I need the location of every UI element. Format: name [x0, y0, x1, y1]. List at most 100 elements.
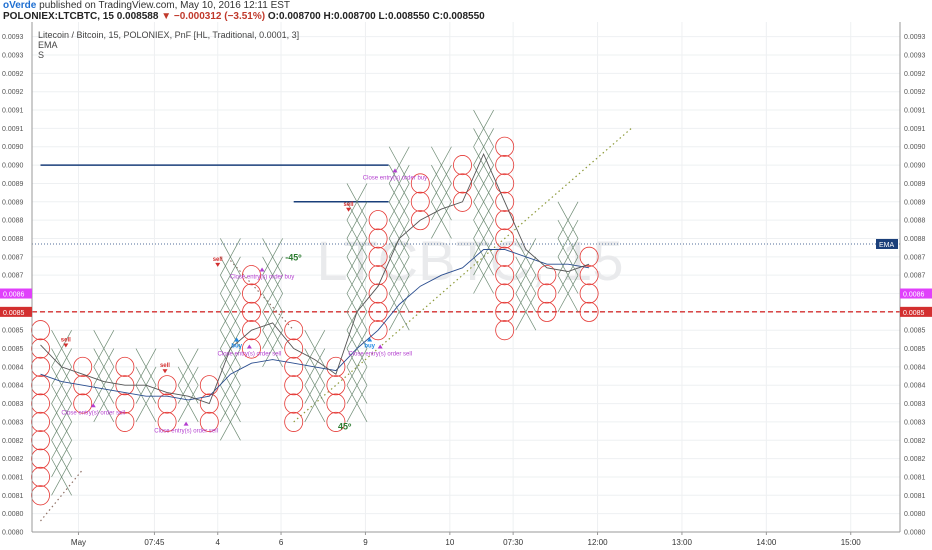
- o-box: [284, 393, 304, 414]
- o-box: [495, 136, 515, 157]
- x-box: [388, 256, 410, 294]
- close-value: C:0.008550: [432, 11, 485, 22]
- x-box: [431, 146, 452, 184]
- chart-legend: Litecoin / Bitcoin, 15, POLONIEX, PnF [H…: [38, 30, 299, 60]
- y-tick-label-left: 0.0081: [2, 474, 24, 481]
- y-tick-label-left: 0.0087: [2, 254, 24, 261]
- x-box: [304, 366, 326, 404]
- o-box: [284, 356, 304, 377]
- o-box: [31, 411, 50, 432]
- y-tick-label-right: 0.0083: [904, 419, 926, 426]
- low-value: L:0.008550: [378, 11, 430, 22]
- x-box: [346, 219, 368, 257]
- y-tick-label-left: 0.0080: [2, 530, 24, 537]
- o-box: [31, 393, 50, 414]
- x-box: [515, 256, 537, 294]
- buy-signal-label: buy: [364, 344, 375, 350]
- x-box: [346, 183, 368, 221]
- x-box: [220, 256, 241, 294]
- sell-arrow-icon: [346, 207, 352, 212]
- x-box: [93, 366, 115, 404]
- y-tick-label-right: 0.0085: [904, 346, 926, 353]
- legend-title[interactable]: Litecoin / Bitcoin, 15, POLONIEX, PnF [H…: [38, 30, 300, 40]
- o-box: [73, 375, 93, 396]
- symbol-label[interactable]: POLONIEX:LTCBTC, 15: [3, 11, 114, 22]
- y-tick-label-left: 0.0089: [2, 199, 24, 206]
- o-box: [115, 411, 135, 432]
- sell-signal-label: sell: [160, 363, 170, 369]
- x-box: [262, 256, 283, 294]
- o-box: [410, 173, 430, 194]
- badge-left: 0.0086: [3, 292, 25, 299]
- o-box: [495, 265, 515, 286]
- x-tick-label: 6: [279, 538, 284, 547]
- x-box: [220, 348, 241, 386]
- x-box: [93, 330, 115, 368]
- trendline-up-small: [40, 469, 84, 522]
- sell-signal-label: sell: [213, 257, 223, 263]
- x-box: [346, 274, 368, 313]
- x-box: [557, 219, 579, 257]
- x-box: [262, 238, 283, 276]
- sell-arrow-icon: [63, 343, 69, 348]
- o-box: [368, 283, 388, 304]
- sell-signal-label: sell: [344, 202, 354, 208]
- x-tick-label: 13:00: [672, 538, 693, 547]
- x-box: [557, 201, 579, 239]
- o-box: [537, 283, 557, 304]
- y-tick-label-left: 0.0085: [2, 328, 24, 335]
- y-tick-label-right: 0.0088: [904, 236, 926, 243]
- o-box: [453, 173, 472, 194]
- x-tick-label: May: [71, 538, 86, 547]
- o-box: [579, 301, 599, 322]
- o-box: [368, 265, 388, 286]
- plot-background: [32, 22, 900, 532]
- badge-right-bg: [900, 288, 932, 299]
- close-signal-label: Close entry(s) order sell: [348, 352, 412, 358]
- o-box: [242, 338, 261, 359]
- horizontal-lines: [40, 164, 389, 203]
- x-box: [51, 421, 72, 459]
- y-tick-label-left: 0.0091: [2, 126, 24, 133]
- o-box: [199, 375, 219, 396]
- y-tick-label-right: 0.0092: [904, 71, 926, 78]
- legend-ema[interactable]: EMA: [38, 40, 58, 50]
- o-box: [31, 430, 50, 451]
- angle-annotation: -45º: [285, 252, 302, 262]
- badge-left-bg: [0, 306, 32, 317]
- last-price: 0.008588: [116, 11, 159, 22]
- o-box: [242, 320, 261, 341]
- author-name[interactable]: oVerde: [3, 0, 37, 11]
- y-tick-label-right: 0.0091: [904, 126, 926, 133]
- annotations: -45º 45º: [285, 252, 352, 431]
- close-arrow-icon: [90, 403, 96, 408]
- grid: [32, 22, 900, 533]
- o-box: [368, 246, 388, 267]
- close-signal-label: Close entry(s) order buy: [230, 274, 294, 280]
- y-tick-label-left: 0.0082: [2, 438, 24, 445]
- o-box: [495, 283, 515, 304]
- x-tick-label: 9: [363, 538, 368, 547]
- o-box: [495, 301, 515, 322]
- series-line-ema: [40, 249, 590, 401]
- o-box: [31, 485, 50, 506]
- y-tick-label-left: 0.0088: [2, 218, 24, 225]
- o-box: [284, 375, 304, 396]
- o-box: [410, 210, 430, 231]
- y-tick-label-left: 0.0090: [2, 163, 24, 170]
- legend-s[interactable]: S: [38, 50, 45, 60]
- o-box: [368, 301, 388, 322]
- o-box: [115, 356, 135, 377]
- y-tick-label-right: 0.0084: [904, 383, 926, 390]
- o-box: [579, 246, 599, 267]
- o-box: [326, 393, 346, 414]
- buy-arrow-icon: [234, 337, 240, 342]
- x-box: [220, 274, 241, 313]
- x-box: [51, 403, 72, 441]
- x-box: [473, 238, 494, 276]
- x-box: [346, 238, 368, 276]
- x-box: [304, 385, 326, 423]
- y-tick-label-right: 0.0088: [904, 218, 926, 225]
- down-arrow-icon: ▼: [161, 11, 172, 22]
- o-box: [242, 283, 261, 304]
